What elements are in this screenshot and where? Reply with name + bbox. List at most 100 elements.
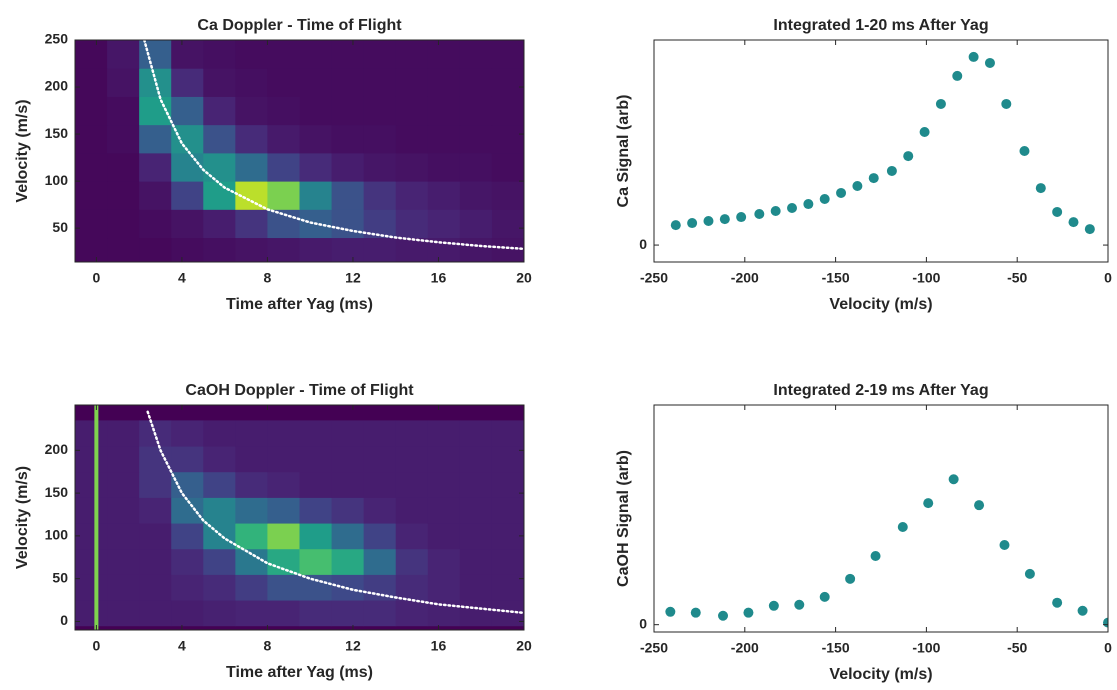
heat-cell bbox=[363, 548, 397, 575]
heat-cell bbox=[331, 471, 365, 498]
plot-area bbox=[665, 474, 1108, 628]
heat-cell bbox=[395, 574, 429, 601]
x-tick-label: 0 bbox=[1104, 640, 1112, 656]
heat-cell bbox=[459, 471, 493, 498]
heat-cell bbox=[395, 152, 429, 182]
heat-cell bbox=[491, 420, 524, 447]
heat-cell bbox=[235, 40, 268, 69]
heat-cell bbox=[75, 548, 108, 575]
point bbox=[886, 165, 897, 176]
x-tick-label: 20 bbox=[516, 270, 532, 286]
heat-cell bbox=[299, 124, 333, 154]
heat-cell bbox=[299, 40, 333, 69]
heat-cell bbox=[395, 68, 429, 97]
heat-cell bbox=[139, 209, 172, 239]
point bbox=[897, 521, 908, 532]
x-tick-label: -50 bbox=[1007, 270, 1027, 286]
heat-cell bbox=[331, 237, 365, 262]
point bbox=[952, 70, 963, 81]
heat-cell bbox=[267, 446, 300, 473]
heat-cell bbox=[267, 209, 300, 239]
heat-cell bbox=[395, 96, 429, 126]
heat-cell bbox=[75, 124, 108, 154]
heat-cell bbox=[107, 68, 140, 97]
heat-cell bbox=[427, 152, 461, 182]
heat-cell bbox=[75, 446, 108, 473]
y-tick-label: 200 bbox=[45, 441, 69, 457]
point bbox=[743, 607, 754, 618]
heat-cell bbox=[491, 600, 524, 627]
heat-cell bbox=[139, 152, 172, 182]
heat-cell bbox=[171, 574, 204, 601]
axes-box bbox=[74, 39, 525, 263]
heat-cell bbox=[395, 523, 429, 550]
point bbox=[754, 209, 765, 220]
heat-cell bbox=[203, 152, 236, 182]
chart-title: CaOH Doppler - Time of Flight bbox=[185, 382, 414, 399]
heat-cell bbox=[75, 209, 108, 239]
point bbox=[836, 187, 847, 198]
heat-cell bbox=[75, 497, 108, 524]
heat-cell bbox=[139, 497, 172, 524]
heat-cell bbox=[75, 68, 108, 97]
heat-cell bbox=[427, 68, 461, 97]
heat-cell bbox=[491, 40, 524, 69]
y-tick-label: 150 bbox=[45, 484, 69, 500]
point bbox=[923, 498, 934, 509]
axes-box bbox=[653, 39, 1109, 263]
heat-cell bbox=[459, 152, 493, 182]
heat-cell bbox=[363, 497, 397, 524]
heat-cell bbox=[75, 237, 108, 262]
heat-cell bbox=[107, 181, 140, 210]
heat-cell bbox=[459, 497, 493, 524]
heat-cell bbox=[459, 523, 493, 550]
heat-cell bbox=[171, 209, 204, 239]
heat-cell bbox=[299, 523, 333, 550]
heat-cell bbox=[299, 237, 333, 262]
x-tick-label: -100 bbox=[912, 640, 940, 656]
heat-cell bbox=[363, 152, 397, 182]
point bbox=[974, 500, 985, 511]
point bbox=[968, 51, 979, 62]
heat-cell bbox=[459, 124, 493, 154]
heat-cell bbox=[427, 420, 461, 447]
heat-cell bbox=[331, 497, 365, 524]
heat-cell bbox=[107, 574, 140, 601]
heat-cell bbox=[235, 237, 268, 262]
heat-cell bbox=[267, 600, 300, 627]
heat-cell bbox=[171, 96, 204, 126]
heat-cell bbox=[235, 497, 268, 524]
heat-cell bbox=[139, 523, 172, 550]
y-axis-label: Velocity (m/s) bbox=[14, 466, 31, 569]
x-tick-label: -100 bbox=[912, 270, 940, 286]
heat-cell bbox=[459, 548, 493, 575]
y-tick-label: 50 bbox=[52, 219, 68, 235]
heat-cell bbox=[171, 420, 204, 447]
heat-cell bbox=[235, 124, 268, 154]
x-axis-label: Velocity (m/s) bbox=[829, 296, 932, 313]
heat-cell bbox=[139, 96, 172, 126]
heat-cell bbox=[363, 40, 397, 69]
heat-cell bbox=[171, 68, 204, 97]
heat-cell bbox=[203, 96, 236, 126]
heat-cell bbox=[107, 523, 140, 550]
heat-cell bbox=[427, 124, 461, 154]
heat-cell bbox=[427, 181, 461, 210]
heat-cell bbox=[203, 600, 236, 627]
heat-cell bbox=[459, 600, 493, 627]
heat-cell bbox=[139, 40, 172, 69]
point bbox=[1035, 183, 1046, 194]
heat-cell bbox=[299, 68, 333, 97]
y-tick-label: 150 bbox=[45, 125, 69, 141]
point bbox=[690, 607, 701, 618]
point bbox=[819, 193, 830, 204]
heat-cell bbox=[363, 420, 397, 447]
x-tick-label: 4 bbox=[178, 638, 186, 654]
subplot: -250 -200 -150 -100 -50 0 0 Integrated 2-19 ms … bbox=[615, 382, 1112, 683]
point bbox=[670, 220, 681, 231]
heat-cell bbox=[139, 548, 172, 575]
heat-cell bbox=[491, 446, 524, 473]
heat-cell bbox=[267, 68, 300, 97]
